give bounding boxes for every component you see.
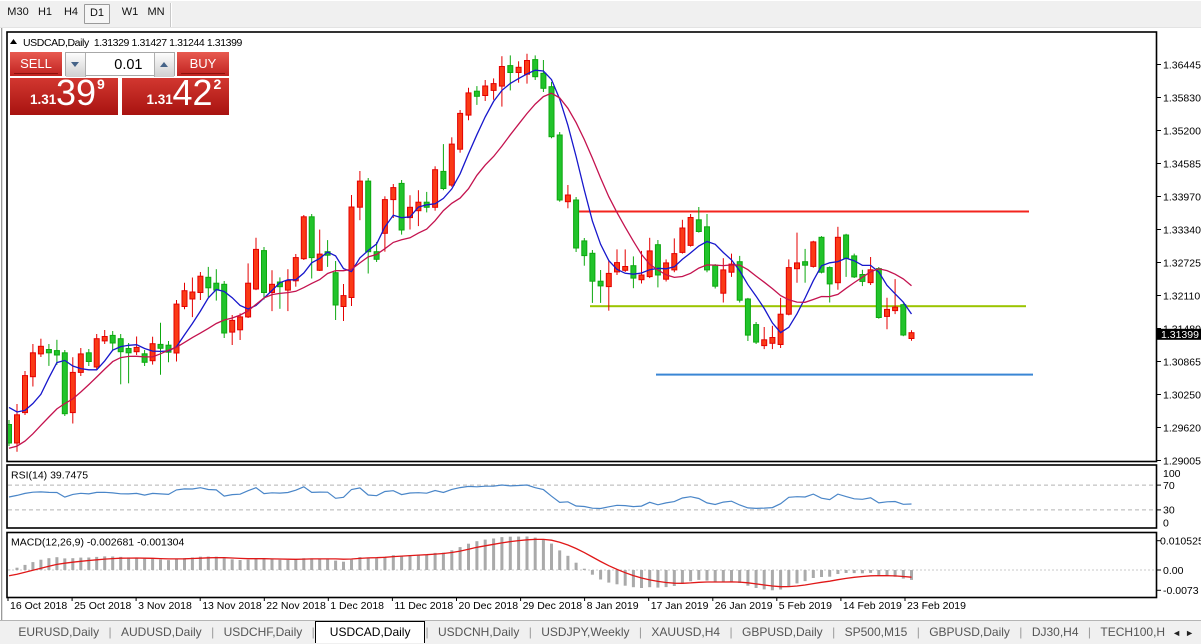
svg-text:14 Feb 2019: 14 Feb 2019 bbox=[843, 600, 902, 612]
svg-text:26 Jan 2019: 26 Jan 2019 bbox=[715, 600, 773, 612]
svg-text:70: 70 bbox=[1163, 480, 1175, 492]
svg-text:1.32725: 1.32725 bbox=[1163, 257, 1201, 269]
svg-text:USDCAD,Daily 1.31329 1.31427: USDCAD,Daily 1.31329 1.31427 1.31244 1.3… bbox=[23, 37, 243, 49]
svg-text:1.36445: 1.36445 bbox=[1163, 59, 1201, 71]
svg-text:-0.0073: -0.0073 bbox=[1163, 585, 1199, 597]
svg-text:1.30865: 1.30865 bbox=[1163, 356, 1201, 368]
svg-text:11 Dec 2018: 11 Dec 2018 bbox=[394, 600, 453, 612]
svg-text:1.35200: 1.35200 bbox=[1163, 125, 1201, 137]
svg-text:17 Jan 2019: 17 Jan 2019 bbox=[651, 600, 709, 612]
svg-text:1 Dec 2018: 1 Dec 2018 bbox=[330, 600, 384, 612]
svg-text:16 Oct 2018: 16 Oct 2018 bbox=[10, 600, 67, 612]
svg-text:0: 0 bbox=[1163, 518, 1169, 530]
svg-text:RSI(14) 39.7475: RSI(14) 39.7475 bbox=[11, 470, 88, 482]
svg-text:1.32110: 1.32110 bbox=[1163, 290, 1200, 302]
svg-text:1.33340: 1.33340 bbox=[1163, 224, 1201, 236]
svg-text:1.29620: 1.29620 bbox=[1163, 422, 1201, 434]
svg-text:20 Dec 2018: 20 Dec 2018 bbox=[459, 600, 519, 612]
svg-text:29 Dec 2018: 29 Dec 2018 bbox=[523, 600, 583, 612]
svg-text:30: 30 bbox=[1163, 505, 1175, 517]
svg-text:1.31399: 1.31399 bbox=[1161, 329, 1199, 341]
svg-text:23 Feb 2019: 23 Feb 2019 bbox=[907, 600, 966, 612]
svg-text:25 Oct 2018: 25 Oct 2018 bbox=[74, 600, 131, 612]
svg-text:MACD(12,26,9) -0.002681 -0.001: MACD(12,26,9) -0.002681 -0.001304 bbox=[11, 537, 185, 549]
svg-text:13 Nov 2018: 13 Nov 2018 bbox=[202, 600, 262, 612]
svg-text:1.33970: 1.33970 bbox=[1163, 191, 1201, 203]
svg-text:0.010525: 0.010525 bbox=[1160, 536, 1201, 548]
svg-text:22 Nov 2018: 22 Nov 2018 bbox=[266, 600, 326, 612]
svg-text:1.30250: 1.30250 bbox=[1163, 389, 1201, 401]
svg-text:8 Jan 2019: 8 Jan 2019 bbox=[587, 600, 639, 612]
svg-text:5 Feb 2019: 5 Feb 2019 bbox=[779, 600, 832, 612]
svg-text:1.35830: 1.35830 bbox=[1163, 92, 1201, 104]
svg-text:100: 100 bbox=[1163, 468, 1181, 480]
svg-text:3 Nov 2018: 3 Nov 2018 bbox=[138, 600, 192, 612]
svg-text:1.34585: 1.34585 bbox=[1163, 158, 1201, 170]
svg-text:1.29005: 1.29005 bbox=[1163, 455, 1201, 467]
svg-text:0.00: 0.00 bbox=[1163, 565, 1184, 577]
